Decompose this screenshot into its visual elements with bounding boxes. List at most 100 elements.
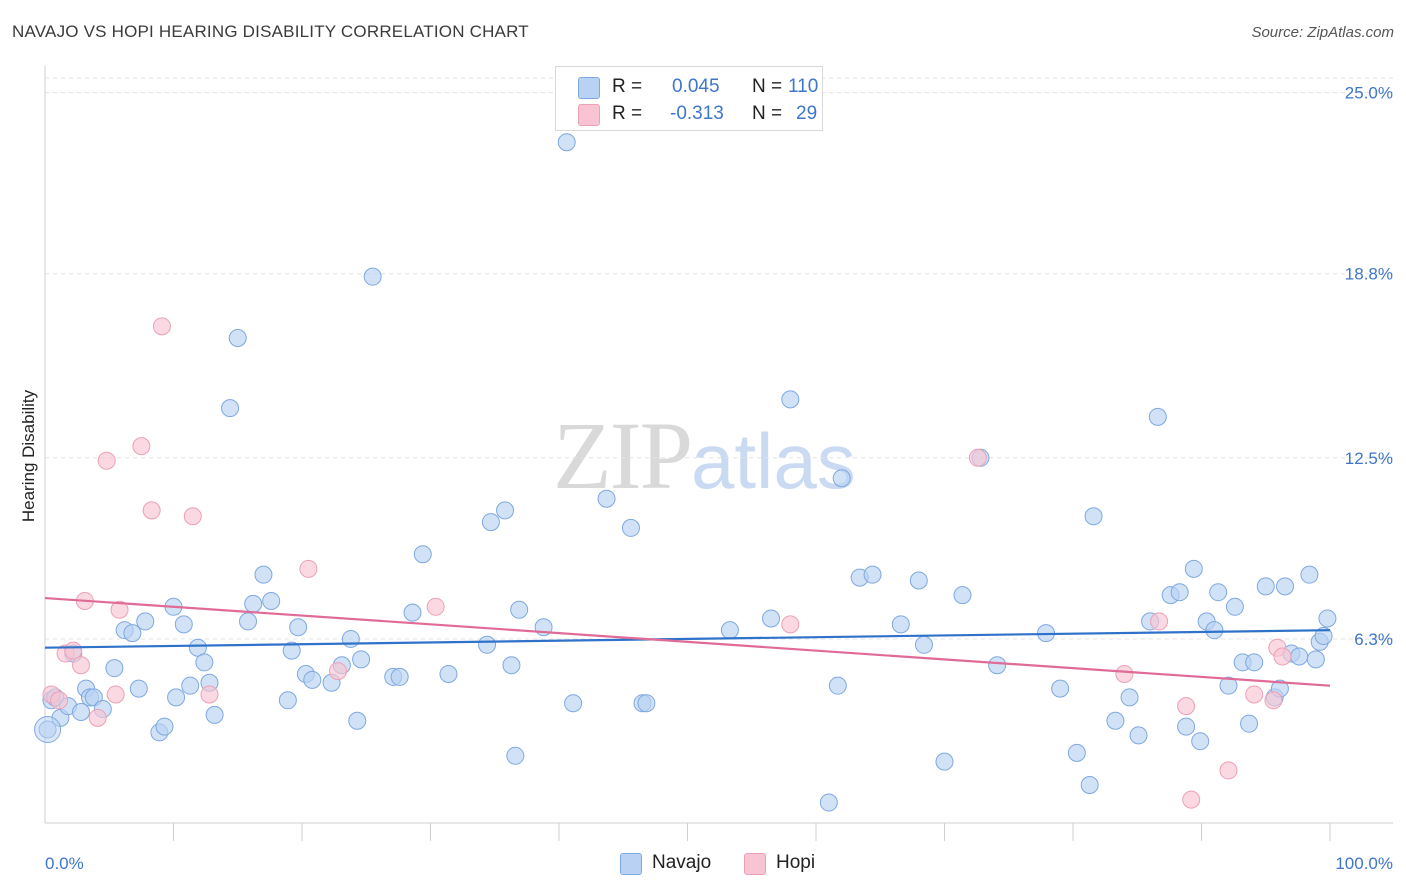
hopi-r-label: R = <box>612 103 643 124</box>
hopi-point <box>299 559 318 578</box>
navajo-n-value: 110 <box>788 76 819 97</box>
hopi-point <box>183 507 202 526</box>
watermark-atlas: atlas <box>691 417 856 505</box>
navajo-point <box>123 624 142 643</box>
navajo-n-label: N = <box>752 76 783 97</box>
hopi-point <box>426 597 445 616</box>
hopi-legend-label: Hopi <box>776 852 816 873</box>
hopi-point <box>1264 691 1283 710</box>
navajo-point <box>1148 407 1167 426</box>
navajo-point <box>282 641 301 660</box>
navajo-point <box>597 489 616 508</box>
navajo-point <box>262 591 281 610</box>
navajo-point <box>352 650 371 669</box>
navajo-point <box>195 653 214 672</box>
navajo-point <box>832 469 851 488</box>
hopi-point <box>1182 790 1201 809</box>
x-tick-label: 100.0% <box>1335 854 1393 873</box>
navajo-point <box>403 603 422 622</box>
navajo-point <box>348 711 367 730</box>
navajo-point <box>221 399 240 418</box>
navajo-point <box>239 612 258 631</box>
navajo-point <box>828 676 847 695</box>
hopi-point <box>71 656 90 675</box>
navajo-point <box>105 659 124 678</box>
navajo-point <box>891 615 910 634</box>
hopi-point <box>968 448 987 467</box>
navajo-point <box>1300 565 1319 584</box>
hopi-n-value: 29 <box>796 103 818 124</box>
navajo-r-label: R = <box>612 76 643 97</box>
navajo-point <box>557 133 576 152</box>
hopi-point <box>781 615 800 634</box>
navajo-point <box>481 513 500 532</box>
y-tick-label: 12.5% <box>1345 449 1393 468</box>
navajo-point <box>1084 507 1103 526</box>
hopi-n-label: N = <box>752 103 783 124</box>
navajo-point <box>863 565 882 584</box>
navajo-swatch <box>578 77 600 99</box>
hopi-r-value: -0.313 <box>670 103 724 124</box>
navajo-point <box>621 518 640 537</box>
hopi-point <box>1219 761 1238 780</box>
navajo-point <box>819 793 838 812</box>
hopi-point <box>1245 685 1264 704</box>
watermark: ZIPatlas <box>553 400 856 511</box>
navajo-point <box>129 679 148 698</box>
chart-source: Source: ZipAtlas.com <box>1251 24 1394 41</box>
y-tick-label: 6.3% <box>1354 630 1393 649</box>
navajo-point <box>303 670 322 689</box>
tick-labels: 6.3% 12.5% 18.8% 25.0% 0.0% 100.0% Hearing Dis… <box>19 84 1393 873</box>
hopi-point <box>1150 612 1169 631</box>
navajo-point <box>1245 653 1264 672</box>
navajo-point-large <box>34 716 62 744</box>
hopi-legend-swatch <box>744 853 766 875</box>
navajo-point <box>1219 676 1238 695</box>
navajo-point <box>289 618 308 637</box>
trend-lines <box>44 596 1331 687</box>
navajo-point <box>506 746 525 765</box>
navajo-point <box>413 545 432 564</box>
chart-title: NAVAJO VS HOPI HEARING DISABILITY CORREL… <box>12 22 529 41</box>
navajo-point <box>1205 621 1224 640</box>
hopi-swatch <box>578 104 600 126</box>
navajo-point <box>1120 688 1139 707</box>
navajo-point <box>781 390 800 409</box>
navajo-point <box>205 705 224 724</box>
navajo-point <box>136 612 155 631</box>
navajo-point <box>1209 583 1228 602</box>
navajo-point <box>1184 559 1203 578</box>
hopi-point <box>328 662 347 681</box>
navajo-legend-label: Navajo <box>652 852 712 873</box>
hopi-point <box>110 600 129 619</box>
navajo-point <box>762 609 781 628</box>
navajo-point <box>1256 577 1275 596</box>
x-tick-label: 0.0% <box>45 854 84 873</box>
hopi-point <box>97 451 116 470</box>
data-points <box>34 133 1337 812</box>
navajo-r-value: 0.045 <box>672 76 720 97</box>
hopi-point <box>50 691 69 710</box>
hopi-point <box>88 708 107 727</box>
navajo-point <box>174 615 193 634</box>
y-axis-title: Hearing Disability <box>19 389 38 522</box>
navajo-point <box>71 702 90 721</box>
navajo-point <box>564 694 583 713</box>
navajo-point <box>935 752 954 771</box>
navajo-point <box>155 717 174 736</box>
navajo-point <box>167 688 186 707</box>
hopi-point <box>200 685 219 704</box>
hopi-point <box>132 437 151 456</box>
grid <box>45 77 1393 640</box>
hopi-point <box>142 501 161 520</box>
navajo-point <box>1177 717 1196 736</box>
navajo-point <box>439 665 458 683</box>
hopi-point <box>1115 665 1134 683</box>
navajo-point <box>1080 776 1099 795</box>
navajo-point <box>1314 627 1333 646</box>
navajo-point <box>1290 647 1309 666</box>
navajo-point <box>1276 577 1295 596</box>
navajo-point <box>909 571 928 590</box>
navajo-point <box>390 667 409 686</box>
navajo-point <box>496 501 515 520</box>
